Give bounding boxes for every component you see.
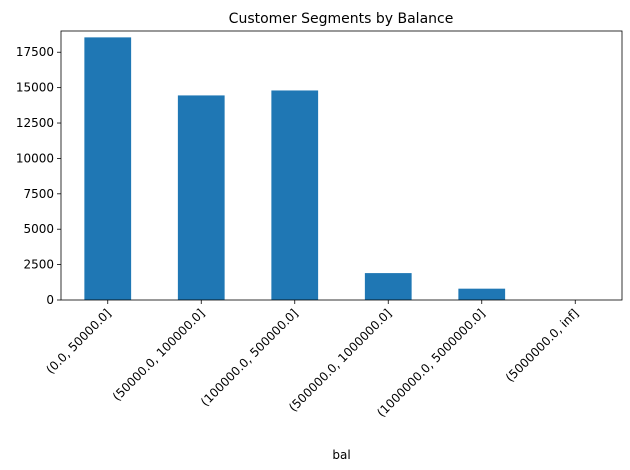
plot-frame [60, 30, 623, 301]
x-tick-label-5: (5000000.0, inf] [503, 306, 582, 385]
bar-3 [364, 273, 412, 300]
y-axis: 0 2500 5000 7500 10000 12500 15000 17500 [16, 45, 61, 307]
bar-0 [84, 37, 132, 300]
bar-4 [458, 288, 506, 300]
y-tick-label-4: 10000 [16, 151, 54, 165]
x-tick-label-1: (50000.0, 100000.0] [110, 306, 207, 403]
x-tick-label-3: (500000.0, 1000000.0] [286, 306, 394, 414]
x-tick-label-4: (1000000.0, 5000000.0] [374, 306, 488, 420]
y-tick-label-0: 0 [46, 293, 54, 307]
x-axis: (0.0, 50000.0](50000.0, 100000.0](100000… [43, 300, 581, 420]
chart-title: Customer Segments by Balance [229, 11, 454, 27]
y-tick-label-7: 17500 [16, 45, 54, 59]
x-axis-label: bal [332, 448, 350, 462]
y-tick-label-5: 12500 [16, 116, 54, 130]
bar-2 [271, 90, 319, 300]
y-tick-label-3: 7500 [23, 187, 54, 201]
y-tick-label-6: 15000 [16, 81, 54, 95]
y-tick-label-2: 5000 [23, 222, 54, 236]
y-tick-label-1: 2500 [23, 258, 54, 272]
x-tick-label-2: (100000.0, 500000.0] [198, 306, 301, 409]
bar-1 [177, 95, 225, 300]
x-tick-label-0: (0.0, 50000.0] [43, 306, 114, 377]
bars-group [84, 37, 506, 300]
